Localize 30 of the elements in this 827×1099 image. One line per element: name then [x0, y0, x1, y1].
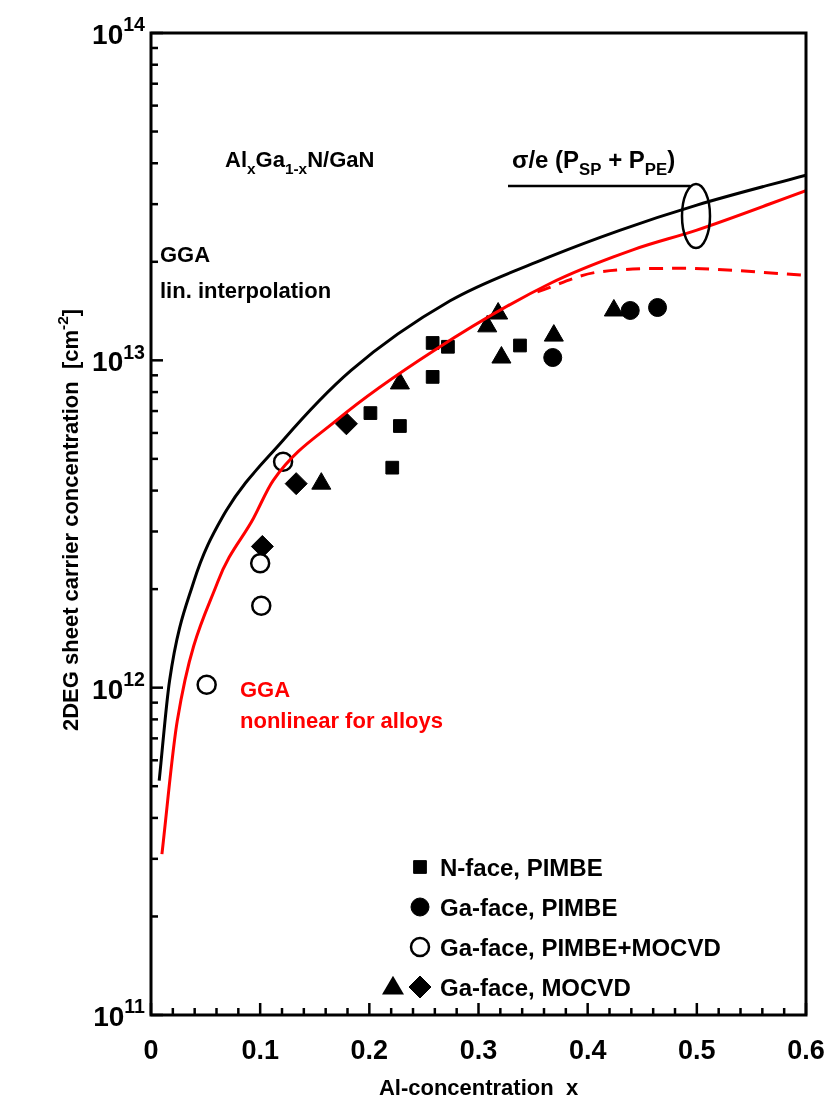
- x-tick-label: 0.6: [787, 1035, 825, 1065]
- text: GGA lin. interpolation: [160, 242, 332, 303]
- point: [543, 348, 563, 368]
- x-tick-label: 0.1: [241, 1035, 279, 1065]
- legend-label: N-face, PIMBE: [440, 854, 603, 881]
- x-axis-title: Al-concentration x: [378, 1075, 579, 1099]
- legend-label: Ga-face, PIMBE+MOCVD: [440, 934, 721, 961]
- point: [620, 300, 640, 320]
- point: [425, 370, 440, 384]
- x-tick-label: 0.3: [459, 1035, 498, 1065]
- point: [249, 552, 271, 574]
- point: [425, 336, 440, 350]
- y-axis-title: 2DEG sheet carrier concentration [cm-2]: [54, 308, 83, 732]
- point: [251, 595, 272, 616]
- text: GGA nonlinear for alloys: [240, 677, 443, 733]
- point: [196, 674, 217, 696]
- point: [284, 472, 308, 496]
- legend-label: Ga-face, MOCVD: [440, 974, 631, 1001]
- point: [385, 460, 400, 475]
- point: [513, 338, 527, 353]
- point: [334, 412, 358, 436]
- x-tick-label: 0.5: [678, 1035, 716, 1065]
- x-tick-label: 0: [143, 1035, 159, 1065]
- point: [393, 419, 407, 433]
- x-tick-label: 0.2: [350, 1035, 389, 1065]
- point: [648, 298, 668, 318]
- x-tick-label: 0.4: [568, 1035, 607, 1065]
- point: [363, 406, 378, 420]
- point: [250, 534, 274, 558]
- legend-label: Ga-face, PIMBE: [440, 894, 618, 921]
